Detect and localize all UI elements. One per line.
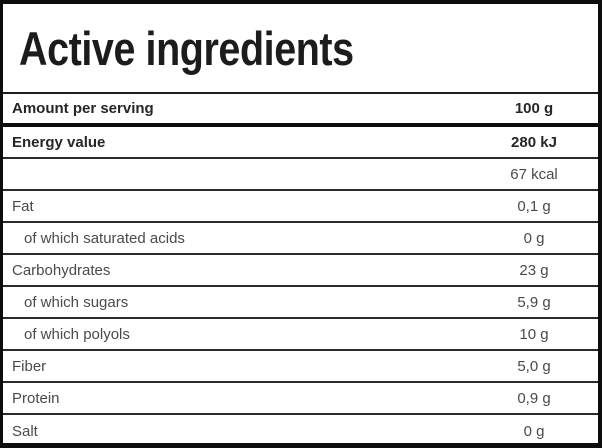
panel-title: Active ingredients bbox=[19, 21, 354, 75]
table-row: 67 kcal bbox=[3, 159, 598, 191]
table-row: of which polyols 10 g bbox=[3, 319, 598, 351]
table-row: Salt 0 g bbox=[3, 415, 598, 443]
header-value: 100 g bbox=[514, 100, 554, 117]
row-value: 280 kJ bbox=[511, 133, 557, 151]
row-value: 0 g bbox=[523, 229, 545, 247]
table-header-row: Amount per serving 100 g bbox=[3, 94, 598, 127]
table-row: Energy value 280 kJ bbox=[3, 127, 598, 159]
row-label: Salt bbox=[12, 422, 38, 440]
table-row: Fiber 5,0 g bbox=[3, 351, 598, 383]
table-row: of which sugars 5,9 g bbox=[3, 287, 598, 319]
row-label: of which polyols bbox=[24, 325, 130, 343]
table-row: Fat 0,1 g bbox=[3, 191, 598, 223]
row-label: Energy value bbox=[12, 133, 106, 151]
row-value: 5,9 g bbox=[517, 293, 551, 311]
table-row: of which saturated acids 0 g bbox=[3, 223, 598, 255]
row-value: 0,1 g bbox=[517, 197, 551, 215]
row-value: 5,0 g bbox=[517, 357, 551, 375]
row-label: Fiber bbox=[12, 357, 47, 375]
table-row: Protein 0,9 g bbox=[3, 383, 598, 415]
panel-title-bar: Active ingredients bbox=[3, 4, 598, 94]
row-label: Protein bbox=[12, 389, 60, 407]
row-value: 67 kcal bbox=[510, 165, 558, 183]
row-label: Carbohydrates bbox=[12, 261, 111, 279]
row-value: 0 g bbox=[523, 422, 545, 440]
row-value: 23 g bbox=[519, 261, 549, 279]
nutrition-table: Amount per serving 100 g Energy value 280… bbox=[3, 94, 598, 443]
row-label: Fat bbox=[12, 197, 34, 215]
row-label: of which saturated acids bbox=[24, 229, 185, 247]
row-value: 10 g bbox=[519, 325, 549, 343]
table-row: Carbohydrates 23 g bbox=[3, 255, 598, 287]
row-label: of which sugars bbox=[24, 293, 129, 311]
header-label: Amount per serving bbox=[12, 100, 154, 117]
row-value: 0,9 g bbox=[517, 389, 551, 407]
